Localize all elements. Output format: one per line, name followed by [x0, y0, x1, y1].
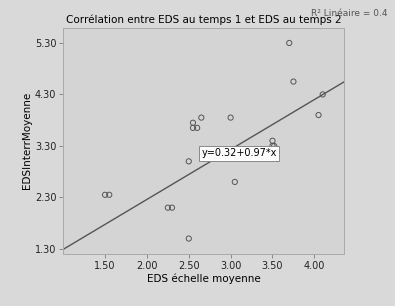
Point: [169, 205, 175, 210]
Text: y=0.32+0.97*x: y=0.32+0.97*x: [201, 148, 277, 158]
Point: [165, 205, 171, 210]
Point: [320, 92, 326, 97]
Point: [269, 138, 276, 143]
Point: [102, 192, 108, 197]
Title: Corrélation entre EDS au temps 1 et EDS au temps 2: Corrélation entre EDS au temps 1 et EDS …: [66, 15, 341, 25]
Y-axis label: EDSInterrMoyenne: EDSInterrMoyenne: [22, 92, 32, 189]
Point: [290, 79, 297, 84]
Point: [315, 113, 322, 118]
Point: [198, 115, 205, 120]
Point: [186, 236, 192, 241]
X-axis label: EDS échelle moyenne: EDS échelle moyenne: [147, 274, 260, 284]
Point: [190, 120, 196, 125]
Point: [194, 125, 200, 130]
Point: [271, 144, 277, 148]
Point: [228, 115, 234, 120]
Point: [190, 125, 196, 130]
Point: [286, 40, 292, 45]
Point: [269, 144, 276, 148]
Point: [106, 192, 113, 197]
Text: R² Linéaire = 0.4: R² Linéaire = 0.4: [310, 9, 387, 18]
Point: [231, 180, 238, 185]
Point: [186, 159, 192, 164]
